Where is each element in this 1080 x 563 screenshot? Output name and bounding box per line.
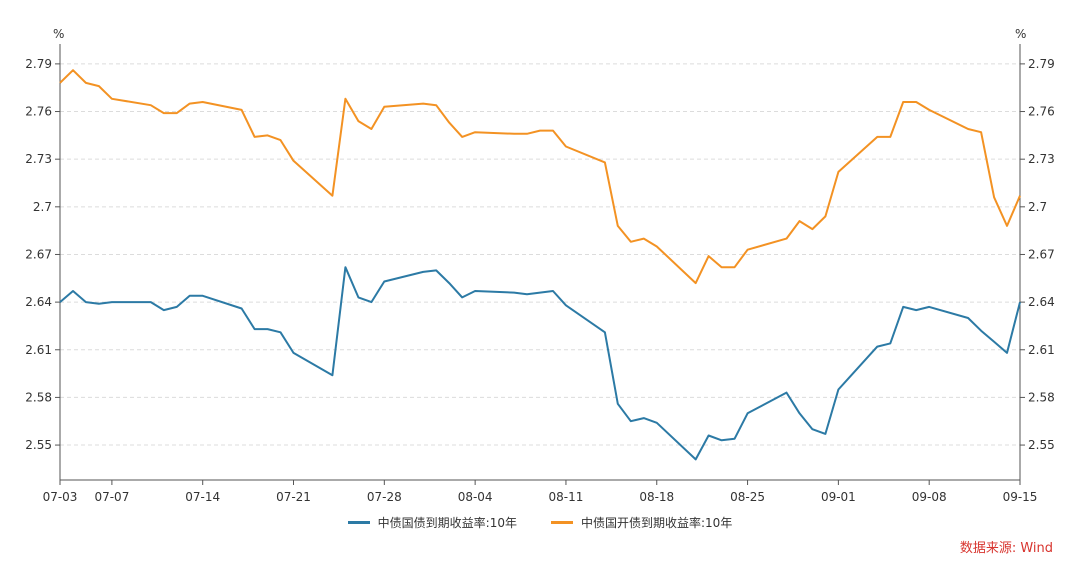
legend-label-treasury: 中债国债到期收益率:10年 [377, 516, 517, 530]
right-tick-label: 2.73 [1028, 152, 1055, 166]
series-line-cdb-10y [59, 69, 1021, 285]
x-tick-label: 07-21 [276, 490, 311, 504]
left-tick-label: 2.79 [25, 57, 52, 71]
left-tick-label: 2.73 [25, 152, 52, 166]
left-tick-label: 2.64 [25, 295, 52, 309]
legend: 中债国债到期收益率:10年 中债国开债到期收益率:10年 [0, 514, 1080, 531]
right-tick-label: 2.7 [1028, 200, 1047, 214]
x-tick-label: 09-01 [821, 490, 856, 504]
left-y-axis-ticks: 2.55 2.58 2.61 2.64 2.67 2.7 2.73 2.76 2.79 [25, 57, 60, 452]
left-tick-label: 2.76 [25, 105, 52, 119]
right-tick-label: 2.64 [1028, 295, 1055, 309]
x-tick-label: 08-25 [730, 490, 765, 504]
legend-item-cdb[interactable]: 中债国开债到期收益率:10年 [551, 514, 732, 531]
series-line-treasury-10y [59, 266, 1021, 461]
right-axis-unit: % [1015, 27, 1026, 41]
left-tick-label: 2.61 [25, 343, 52, 357]
right-tick-label: 2.61 [1028, 343, 1055, 357]
legend-item-treasury[interactable]: 中债国债到期收益率:10年 [347, 514, 517, 531]
gridlines [60, 63, 1020, 446]
axes [59, 44, 1021, 481]
right-tick-label: 2.67 [1028, 247, 1055, 261]
right-tick-label: 2.55 [1028, 438, 1055, 452]
legend-swatch-treasury [347, 521, 370, 524]
x-tick-label: 09-08 [912, 490, 947, 504]
left-tick-label: 2.55 [25, 438, 52, 452]
x-tick-label: 07-28 [367, 490, 402, 504]
series-lines [59, 69, 1021, 461]
data-source-note: 数据来源: Wind [959, 541, 1053, 556]
legend-label-cdb: 中债国开债到期收益率:10年 [581, 516, 733, 530]
x-tick-label: 07-07 [94, 490, 129, 504]
right-tick-label: 2.79 [1028, 57, 1055, 71]
x-tick-label: 07-03 [43, 490, 78, 504]
right-tick-label: 2.76 [1028, 105, 1055, 119]
x-axis-ticks: 07-03 07-07 07-14 07-21 07-28 08-04 08-11 08-18… [43, 480, 1038, 504]
left-axis-unit: % [53, 27, 64, 41]
x-tick-label: 08-18 [639, 490, 674, 504]
left-tick-label: 2.67 [25, 247, 52, 261]
right-y-axis-ticks: 2.55 2.58 2.61 2.64 2.67 2.7 2.73 2.76 2.79 [1020, 57, 1055, 452]
x-tick-label: 08-11 [549, 490, 584, 504]
x-tick-label: 08-04 [458, 490, 493, 504]
x-tick-label: 07-14 [185, 490, 220, 504]
left-tick-label: 2.58 [25, 390, 52, 404]
right-tick-label: 2.58 [1028, 390, 1055, 404]
legend-swatch-cdb [551, 521, 573, 524]
left-tick-label: 2.7 [33, 200, 52, 214]
x-tick-label: 09-15 [1003, 490, 1038, 504]
